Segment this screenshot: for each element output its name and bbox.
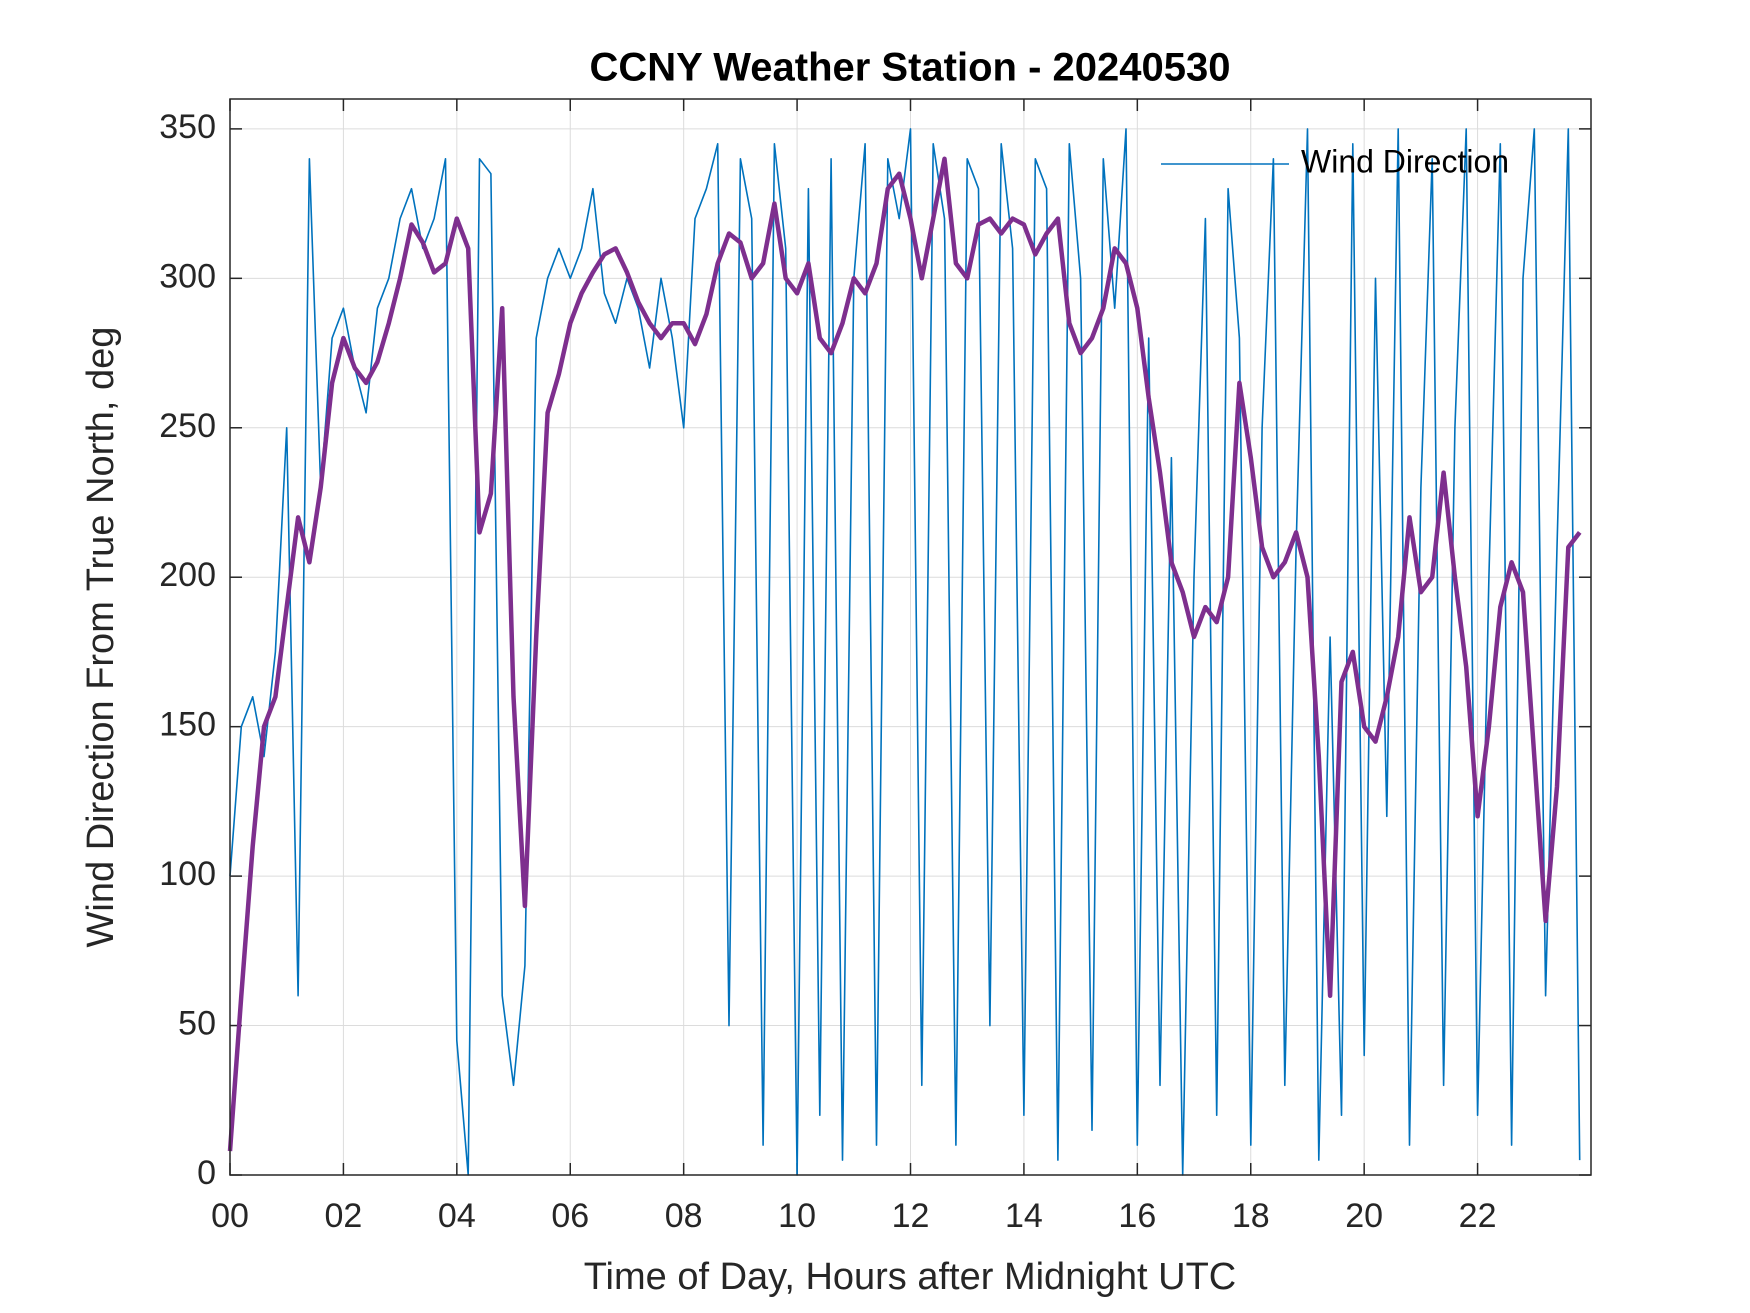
y-tick-label: 0 [197,1154,216,1192]
y-tick-label: 300 [159,257,216,295]
x-axis-label: Time of Day, Hours after Midnight UTC [584,1256,1237,1298]
chart-title: CCNY Weather Station - 20240530 [590,46,1231,90]
x-tick-label: 12 [892,1197,930,1235]
x-tick-label: 18 [1232,1197,1270,1235]
y-tick-label: 50 [178,1005,216,1043]
x-tick-label: 20 [1345,1197,1383,1235]
y-tick-label: 150 [159,706,216,744]
x-tick-label: 04 [438,1197,476,1235]
x-tick-label: 08 [665,1197,703,1235]
legend-label: Wind Direction [1301,143,1509,179]
y-tick-label: 200 [159,556,216,594]
x-tick-label: 02 [325,1197,363,1235]
x-tick-label: 14 [1005,1197,1043,1235]
x-tick-label: 10 [778,1197,816,1235]
axes-box [229,98,1592,1176]
x-tick-label: 06 [551,1197,589,1235]
x-tick-label: 00 [211,1197,249,1235]
y-tick-label: 250 [159,407,216,445]
data-line [229,128,1581,1176]
y-tick-label: 100 [159,855,216,893]
y-axis-label: Wind Direction From True North, deg [80,327,122,948]
data-line [227,156,1582,1152]
x-tick-label: 16 [1118,1197,1156,1235]
y-tick-label: 350 [159,108,216,146]
x-tick-label: 22 [1459,1197,1497,1235]
